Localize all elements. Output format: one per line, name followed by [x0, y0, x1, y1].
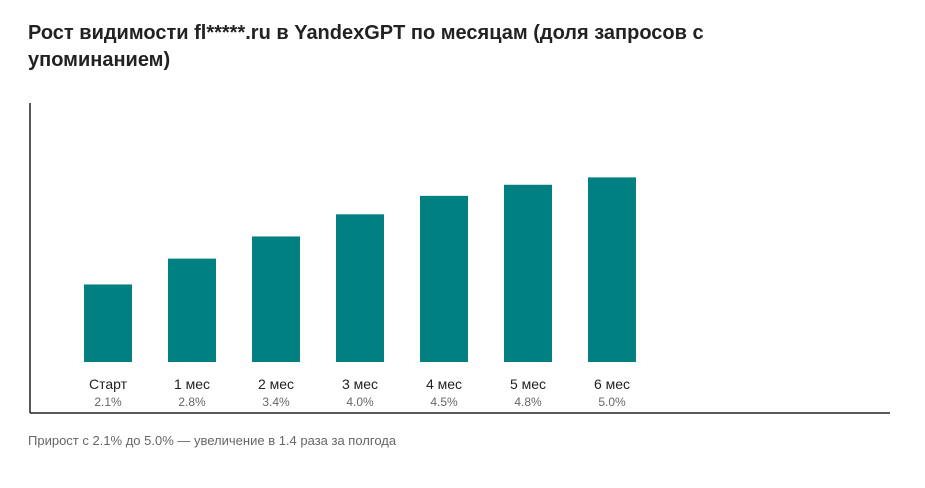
- chart-footnote: Прирост с 2.1% до 5.0% — увеличение в 1.…: [28, 433, 397, 448]
- category-label-0: Старт: [89, 376, 128, 392]
- chart-title: Рост видимости fl*****.ru в YandexGPT по…: [28, 22, 704, 71]
- value-label-3: 4.0%: [346, 395, 374, 409]
- value-label-1: 2.8%: [178, 395, 206, 409]
- bar-5: [504, 184, 552, 362]
- bar-0: [84, 284, 132, 362]
- value-label-5: 4.8%: [514, 395, 542, 409]
- value-label-6: 5.0%: [598, 395, 626, 409]
- value-label-0: 2.1%: [94, 395, 122, 409]
- category-label-6: 6 мес: [594, 376, 630, 392]
- category-label-4: 4 мес: [426, 376, 462, 392]
- bar-3: [336, 214, 384, 362]
- category-label-3: 3 мес: [342, 376, 378, 392]
- bar-2: [252, 236, 300, 362]
- bars-group: Старт 2.1% 1 мес 2.8% 2 мес 3.4% 3 мес 4.0% 4 ме…: [84, 177, 636, 409]
- bar-4: [420, 195, 468, 362]
- bar-6: [588, 177, 636, 362]
- category-label-5: 5 мес: [510, 376, 546, 392]
- value-label-2: 3.4%: [262, 395, 290, 409]
- bar-1: [168, 258, 216, 362]
- category-label-2: 2 мес: [258, 376, 294, 392]
- category-label-1: 1 мес: [174, 376, 210, 392]
- value-label-4: 4.5%: [430, 395, 458, 409]
